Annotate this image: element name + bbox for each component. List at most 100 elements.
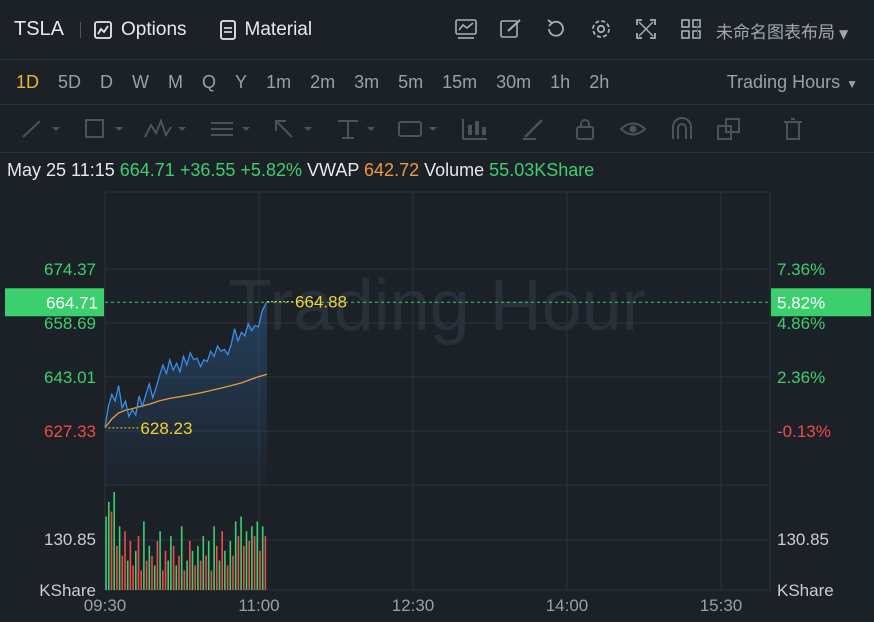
volume-value: 55.03KShare (489, 160, 595, 180)
volume-bar (151, 555, 153, 590)
symbol-selector[interactable]: TSLA (14, 18, 65, 40)
y-axis-left-tick: 627.33 (44, 422, 96, 441)
volume-bar (237, 536, 240, 590)
volume-bar (216, 545, 218, 590)
volume-bar (167, 560, 169, 590)
chart-indicator-icon[interactable] (453, 15, 479, 43)
settings-icon[interactable] (588, 15, 614, 43)
timeframe-5m[interactable]: 5m (398, 71, 424, 92)
volume-bar (135, 550, 137, 590)
y-axis-left-tick: 643.01 (44, 368, 96, 387)
timeframe-3m[interactable]: 3m (354, 71, 380, 92)
timeframe-1m[interactable]: 1m (266, 71, 292, 92)
volume-bar (251, 526, 253, 590)
volume-bar (170, 536, 172, 590)
copy-icon[interactable] (716, 117, 742, 141)
line-tool-icon[interactable] (20, 117, 64, 141)
text-list-tool-icon[interactable] (208, 117, 256, 141)
arrow-tool-icon[interactable] (272, 117, 318, 141)
brush-tool-icon[interactable] (520, 117, 548, 141)
timeframe-1h[interactable]: 1h (550, 71, 571, 92)
volume-bar (229, 541, 232, 590)
lock-icon[interactable] (573, 117, 597, 141)
trash-icon[interactable] (781, 117, 805, 141)
chart-watermark: Trading Hour (228, 266, 646, 346)
refresh-icon[interactable] (543, 15, 569, 43)
draw-edit-icon[interactable] (498, 15, 524, 43)
timeframe-q[interactable]: Q (202, 71, 217, 92)
eye-icon[interactable] (619, 117, 647, 141)
grid-layout-icon[interactable] (678, 15, 704, 43)
x-axis-tick: 12:30 (392, 596, 435, 615)
volume-bar (186, 560, 188, 590)
timeframe-2m[interactable]: 2m (310, 71, 336, 92)
toolbar-divider (697, 22, 698, 38)
volume-bar (245, 531, 248, 590)
timeframe-1d[interactable]: 1D (16, 71, 40, 92)
volume-bar (213, 526, 215, 590)
timeframe-w[interactable]: W (132, 71, 150, 92)
y-axis-right-tick: 4.86% (777, 314, 825, 333)
volume-bar (207, 541, 210, 590)
current-price-tag-bg (5, 288, 104, 317)
volume-bar (164, 550, 167, 590)
caret-down-icon: ▼ (846, 77, 858, 91)
volume-bar (105, 516, 107, 590)
bar-pattern-tool-icon[interactable] (460, 117, 490, 141)
options-button[interactable]: Options (93, 18, 187, 41)
volume-bar (221, 531, 223, 590)
volume-unit-label-left: KShare (39, 581, 96, 600)
quote-price: 664.71 (119, 160, 175, 180)
volume-bar (116, 545, 118, 590)
rectangle-tool-icon[interactable] (83, 117, 127, 141)
quote-info-bar: May 25 11:15 664.71 +36.55 +5.82% VWAP 6… (7, 160, 594, 181)
x-axis-tick: 11:00 (238, 596, 279, 615)
high-price-label: 664.88 (295, 293, 347, 312)
volume-bar (194, 565, 196, 590)
x-axis-tick: 15:30 (700, 596, 743, 615)
magnet-icon[interactable] (669, 117, 695, 141)
timeframe-m[interactable]: M (168, 71, 184, 92)
trading-hours-selector[interactable]: Trading Hours ▼ (727, 72, 858, 93)
volume-bar (113, 492, 115, 590)
volume-bar (180, 526, 183, 590)
drawing-toolbar (0, 105, 874, 153)
current-pct-tag-bg (771, 288, 871, 317)
options-label: Options (121, 18, 187, 40)
volume-bar (256, 521, 259, 590)
price-level-tool-icon[interactable] (335, 117, 381, 141)
y-axis-right-tick: 7.36% (777, 260, 825, 279)
volume-bar (172, 545, 175, 590)
caret-down-icon: ▼ (839, 27, 849, 41)
volume-bar (248, 541, 250, 590)
timeframe-d[interactable]: D (100, 71, 114, 92)
y-axis-right-tick: -0.13% (777, 422, 831, 441)
material-button[interactable]: Material (219, 19, 312, 41)
volume-label: Volume (424, 160, 485, 180)
volume-bar (243, 545, 245, 590)
volume-bar (140, 570, 142, 590)
timeframe-5d[interactable]: 5D (58, 71, 82, 92)
volume-bar (259, 550, 261, 590)
volume-bar (261, 526, 264, 590)
layout-selector[interactable]: 未命名图表布局 ▼ (716, 18, 848, 43)
current-price-tag: 664.71 (46, 293, 98, 312)
timeframe-y[interactable]: Y (235, 71, 248, 92)
label-tool-icon[interactable] (397, 117, 443, 141)
volume-bar (264, 536, 267, 590)
volume-bar (129, 541, 132, 590)
volume-bar (162, 570, 164, 590)
volume-bar (191, 550, 194, 590)
timeframe-2h[interactable]: 2h (589, 71, 610, 92)
volume-bar (224, 550, 226, 590)
volume-bar (234, 521, 237, 590)
pattern-tool-icon[interactable] (143, 117, 191, 141)
fullscreen-icon[interactable] (633, 15, 659, 43)
timeframe-30m[interactable]: 30m (496, 71, 532, 92)
volume-bar (153, 565, 156, 590)
x-axis-tick: 14:00 (546, 596, 589, 615)
volume-bar (148, 545, 151, 590)
document-icon (219, 19, 236, 40)
timeframe-15m[interactable]: 15m (442, 71, 478, 92)
